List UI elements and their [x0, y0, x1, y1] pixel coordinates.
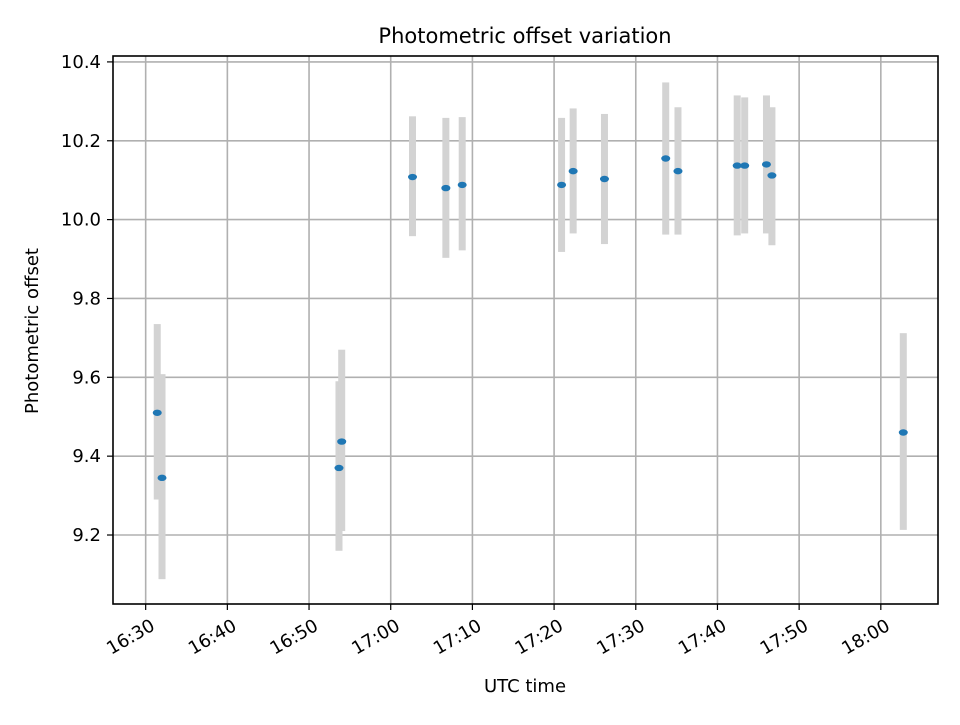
data-point: [441, 184, 451, 192]
data-point: [152, 409, 162, 416]
x-tick-label: 16:50: [267, 615, 322, 659]
y-axis-title: Photometric offset: [22, 248, 43, 414]
data-point: [661, 155, 671, 162]
data-point: [740, 162, 750, 169]
x-tick-label: 17:50: [757, 615, 812, 659]
grid-lines: [113, 56, 938, 604]
x-tick-label: 17:40: [675, 615, 730, 659]
data-point: [157, 474, 167, 482]
x-tick-label: 16:40: [185, 615, 240, 659]
x-tick-label: 18:00: [838, 615, 893, 659]
y-tick-label: 10.2: [61, 131, 101, 152]
data-point: [568, 167, 578, 175]
data-point: [457, 181, 467, 189]
x-tick-label: 17:00: [348, 615, 403, 659]
y-tick-label: 10.4: [61, 52, 101, 73]
plot-frame: [112, 55, 939, 605]
data-point: [337, 438, 347, 445]
data-points: [152, 155, 908, 482]
data-point: [334, 464, 344, 472]
x-tick-label: 16:30: [103, 615, 158, 659]
data-point: [732, 162, 742, 169]
data-point: [761, 161, 771, 168]
data-point: [767, 172, 777, 179]
data-point: [599, 175, 609, 183]
data-point: [557, 181, 567, 189]
data-point: [408, 173, 418, 181]
y-tick-label: 10.0: [61, 210, 101, 231]
x-tick-label: 17:20: [512, 615, 567, 659]
error-bars: [153, 82, 907, 580]
y-tick-label: 9.8: [72, 288, 101, 309]
x-axis-title: UTC time: [484, 676, 566, 697]
x-tick-label: 17:10: [430, 615, 485, 659]
data-point: [673, 167, 683, 175]
data-point: [898, 429, 908, 436]
y-tick-label: 9.2: [72, 525, 101, 546]
x-tick-label: 17:30: [593, 615, 648, 659]
y-tick-label: 9.6: [72, 367, 101, 388]
y-tick-label: 9.4: [72, 446, 101, 467]
chart-title: Photometric offset variation: [378, 24, 671, 48]
